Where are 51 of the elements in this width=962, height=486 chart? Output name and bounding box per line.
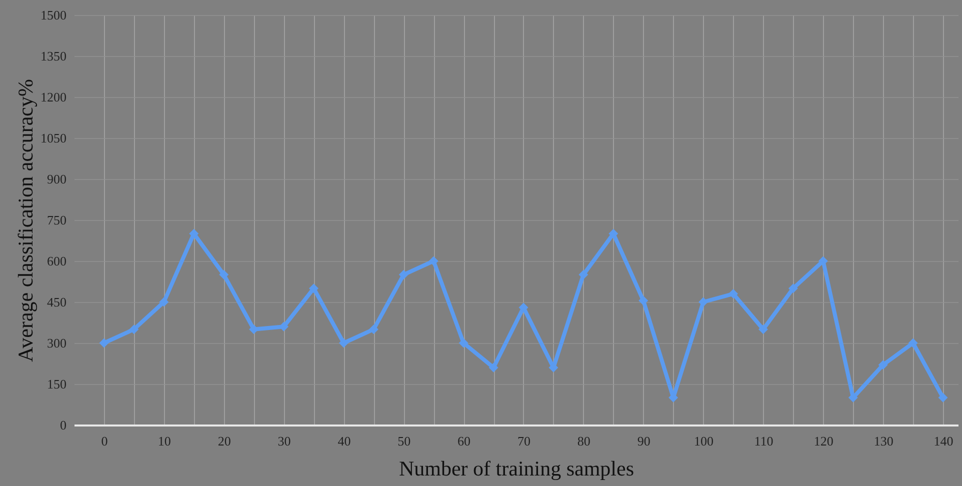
point — [938, 392, 948, 402]
y-tick-label: 1050 — [40, 130, 66, 146]
point — [219, 270, 229, 280]
point — [728, 289, 738, 299]
point — [578, 270, 588, 280]
x-tick-label: 110 — [754, 434, 774, 448]
point — [488, 362, 498, 372]
point — [758, 324, 768, 334]
y-tick-label: 450 — [47, 294, 66, 310]
point — [698, 297, 708, 307]
y-tick-label: 1350 — [40, 48, 66, 64]
x-tick-label: 70 — [517, 434, 530, 448]
point — [878, 360, 888, 370]
x-tick-label: 20 — [218, 434, 231, 448]
point — [908, 338, 918, 348]
point — [368, 324, 378, 334]
y-tick-label: 1500 — [40, 8, 66, 22]
point — [398, 270, 408, 280]
x-tick-label: 10 — [158, 434, 171, 448]
point — [159, 297, 169, 307]
point — [788, 284, 798, 294]
point — [279, 322, 289, 332]
y-tick-label: 1200 — [40, 90, 66, 104]
y-tick-label: 0 — [60, 418, 66, 432]
y-axis-title: Average classification accuracy% — [14, 79, 38, 362]
point — [638, 296, 648, 306]
x-tick-label: 0 — [101, 434, 108, 448]
x-tick-label: 50 — [398, 434, 411, 448]
y-tick-label: 600 — [47, 254, 66, 268]
point — [428, 256, 438, 266]
x-tick-label: 100 — [694, 434, 714, 448]
x-tick-label: 30 — [278, 434, 291, 448]
point — [189, 228, 199, 238]
point — [608, 228, 618, 238]
x-tick-label: 90 — [637, 434, 650, 448]
x-tick-label: 140 — [934, 434, 954, 448]
x-tick-label: 130 — [874, 434, 894, 448]
x-tick-label: 120 — [814, 434, 834, 448]
point — [129, 324, 139, 334]
y-tick-label: 750 — [47, 212, 66, 228]
point — [458, 338, 468, 348]
x-axis-title: Number of training samples — [398, 456, 634, 480]
x-tick-label: 80 — [577, 434, 590, 448]
point — [99, 338, 109, 348]
x-tick-label: 40 — [338, 434, 351, 448]
point — [308, 284, 318, 294]
y-tick-label: 300 — [47, 336, 66, 350]
x-tick-label: 60 — [458, 434, 471, 448]
point — [338, 338, 348, 348]
y-tick-label: 150 — [47, 376, 66, 392]
y-tick-label: 900 — [47, 172, 66, 186]
